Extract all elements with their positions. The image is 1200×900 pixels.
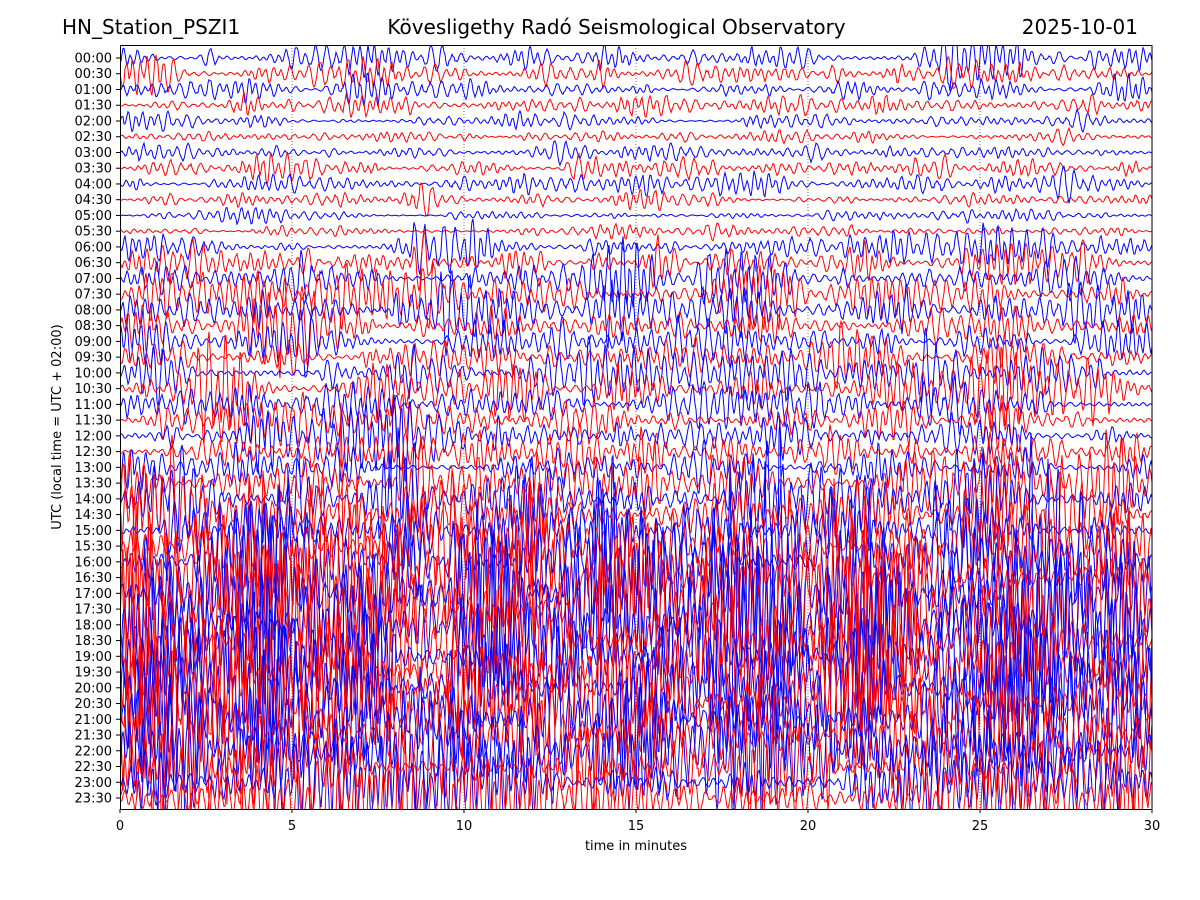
y-tick-label: 05:30: [75, 225, 112, 240]
y-tick-label: 13:30: [75, 477, 112, 492]
trace-0230: [120, 126, 1152, 147]
y-tick-label: 01:00: [75, 83, 112, 98]
y-tick-label: 14:30: [75, 508, 112, 523]
y-tick-label: 17:00: [75, 587, 112, 602]
trace-1000: [120, 327, 1152, 415]
y-tick-label: 22:30: [75, 760, 112, 775]
trace-0830: [120, 277, 1152, 379]
y-tick-label: 03:00: [75, 146, 112, 161]
y-tick-label: 06:00: [75, 240, 112, 255]
y-tick-label: 23:30: [75, 792, 112, 807]
y-tick-label: 21:30: [75, 729, 112, 744]
y-tick-label: 10:30: [75, 382, 112, 397]
y-tick-label: 04:00: [75, 177, 112, 192]
trace-1030: [120, 331, 1152, 445]
y-tick-label: 00:00: [75, 52, 112, 67]
x-axis-label: time in minutes: [585, 839, 687, 854]
y-tick-label: 01:30: [75, 99, 112, 114]
trace-0900: [120, 309, 1152, 378]
trace-1200: [120, 394, 1152, 489]
x-tick-label: 5: [288, 819, 296, 834]
y-tick-label: 19:30: [75, 666, 112, 681]
y-tick-label: 10:00: [75, 366, 112, 381]
y-tick-label: 11:00: [75, 398, 112, 413]
y-tick-label: 06:30: [75, 256, 112, 271]
x-tick-label: 0: [116, 819, 124, 834]
trace-1400: [120, 427, 1152, 581]
trace-1130: [120, 391, 1152, 456]
y-tick-label: 12:30: [75, 445, 112, 460]
y-tick-label: 14:00: [75, 492, 112, 507]
trace-0030: [120, 53, 1152, 96]
y-tick-label: 22:00: [75, 744, 112, 759]
trace-0300: [120, 139, 1152, 167]
y-tick-label: 19:00: [75, 650, 112, 665]
trace-2330: [120, 717, 1152, 809]
trace-0400: [120, 165, 1152, 204]
y-tick-label: 13:00: [75, 461, 112, 476]
y-tick-label: 07:30: [75, 288, 112, 303]
y-tick-label: 15:30: [75, 540, 112, 555]
trace-1500: [120, 473, 1152, 577]
trace-1900: [120, 544, 1152, 780]
y-tick-label: 02:30: [75, 130, 112, 145]
y-tick-label: 08:00: [75, 303, 112, 318]
y-tick-label: 23:00: [75, 776, 112, 791]
trace-1330: [120, 429, 1152, 531]
trace-0500: [120, 206, 1152, 226]
y-tick-label: 11:30: [75, 414, 112, 429]
x-tick-label: 10: [456, 819, 473, 834]
trace-1300: [120, 439, 1152, 494]
y-tick-label: 02:00: [75, 114, 112, 129]
trace-0700: [120, 236, 1152, 308]
y-tick-label: 17:30: [75, 603, 112, 618]
trace-0130: [120, 91, 1152, 119]
trace-0630: [120, 230, 1152, 292]
trace-0530: [120, 222, 1152, 242]
trace-0330: [120, 151, 1152, 187]
y-tick-label: 16:30: [75, 571, 112, 586]
y-tick-label: 16:00: [75, 555, 112, 570]
y-tick-label: 21:00: [75, 713, 112, 728]
x-tick-label: 25: [972, 819, 989, 834]
y-tick-label: 08:30: [75, 319, 112, 334]
trace-2130: [120, 620, 1152, 809]
y-tick-label: 07:00: [75, 272, 112, 287]
y-axis-label: UTC (local time = UTC + 02:00): [50, 324, 65, 529]
trace-0730: [120, 261, 1152, 331]
trace-1230: [120, 422, 1152, 482]
trace-0100: [120, 72, 1152, 107]
trace-0430: [120, 182, 1152, 217]
y-tick-label: 18:30: [75, 634, 112, 649]
y-tick-label: 18:00: [75, 618, 112, 633]
y-tick-label: 20:00: [75, 681, 112, 696]
y-tick-label: 09:00: [75, 335, 112, 350]
y-tick-label: 15:00: [75, 524, 112, 539]
x-tick-label: 15: [628, 819, 645, 834]
y-tick-label: 20:30: [75, 697, 112, 712]
station-name: HN_Station_PSZI1: [62, 15, 241, 39]
y-tick-label: 00:30: [75, 67, 112, 82]
y-tick-label: 03:30: [75, 162, 112, 177]
y-tick-label: 05:00: [75, 209, 112, 224]
y-tick-label: 12:00: [75, 429, 112, 444]
date-label: 2025-10-01: [1021, 15, 1138, 39]
y-tick-label: 04:30: [75, 193, 112, 208]
trace-0200: [120, 108, 1152, 134]
x-tick-label: 20: [800, 819, 817, 834]
x-tick-label: 30: [1144, 819, 1161, 834]
y-tick-label: 09:30: [75, 351, 112, 366]
observatory-title: Kövesligethy Radó Seismological Observat…: [387, 15, 846, 39]
